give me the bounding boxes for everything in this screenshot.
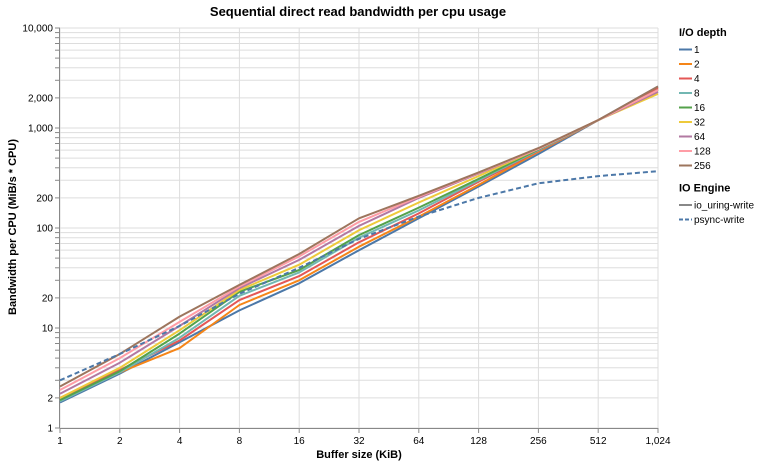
- y-tick-label: 200: [36, 193, 53, 204]
- legend-label: 16: [694, 103, 706, 114]
- series-line-iouring-256: [59, 85, 659, 388]
- legend-label: 4: [694, 74, 700, 85]
- x-tick-label: 1,024: [645, 436, 670, 447]
- legend-label: 8: [694, 89, 700, 100]
- legend-label: 32: [694, 118, 706, 129]
- series-line-psync-1: [59, 170, 659, 382]
- series-lines: [59, 85, 659, 404]
- y-tick-label: 10: [42, 324, 54, 335]
- legend-label: 2: [694, 60, 700, 71]
- y-axis-title: Bandwidth per CPU (MiB/s * CPU): [7, 139, 19, 315]
- y-tick-label: 1: [47, 424, 53, 435]
- x-tick-label: 32: [353, 436, 365, 447]
- y-tick-label: 2,000: [28, 93, 53, 104]
- y-tick-label: 2: [47, 393, 53, 404]
- y-tick-label: 10,000: [22, 24, 53, 35]
- x-tick-label: 1: [57, 436, 63, 447]
- x-tick-label: 128: [470, 436, 487, 447]
- x-tick-label: 8: [237, 436, 243, 447]
- x-tick-label: 4: [177, 436, 183, 447]
- x-axis-title: Buffer size (KiB): [316, 449, 402, 461]
- legend-label: 128: [694, 147, 711, 158]
- x-tick-label: 512: [590, 436, 607, 447]
- axes: 1 2 4 8 16 32 64 128 256 512 1,024 1 2 10 20 100 200 1,00…: [22, 24, 671, 448]
- y-tick-label: 20: [42, 293, 54, 304]
- x-tick-label: 2: [117, 436, 123, 447]
- y-tick-label: 1,000: [28, 124, 53, 135]
- legend-title: I/O depth: [679, 27, 727, 39]
- legend-title: IO Engine: [679, 183, 730, 195]
- legend-label: 1: [694, 45, 700, 56]
- x-tick-label: 16: [294, 436, 306, 447]
- legend-label: psync-write: [694, 215, 745, 226]
- x-tick-label: 64: [413, 436, 425, 447]
- chart-title: Sequential direct read bandwidth per cpu…: [210, 4, 506, 19]
- legend-label: 256: [694, 161, 711, 172]
- grid: [59, 27, 659, 429]
- y-tick-label: 100: [36, 224, 53, 235]
- series-line-iouring-1: [59, 85, 659, 404]
- legend-label: io_uring-write: [694, 201, 754, 212]
- legend: I/O depth 1 2 4 8 16 32 64 128 256 IO Engine io_uri…: [679, 27, 754, 226]
- x-tick-label: 256: [530, 436, 547, 447]
- legend-label: 64: [694, 132, 706, 143]
